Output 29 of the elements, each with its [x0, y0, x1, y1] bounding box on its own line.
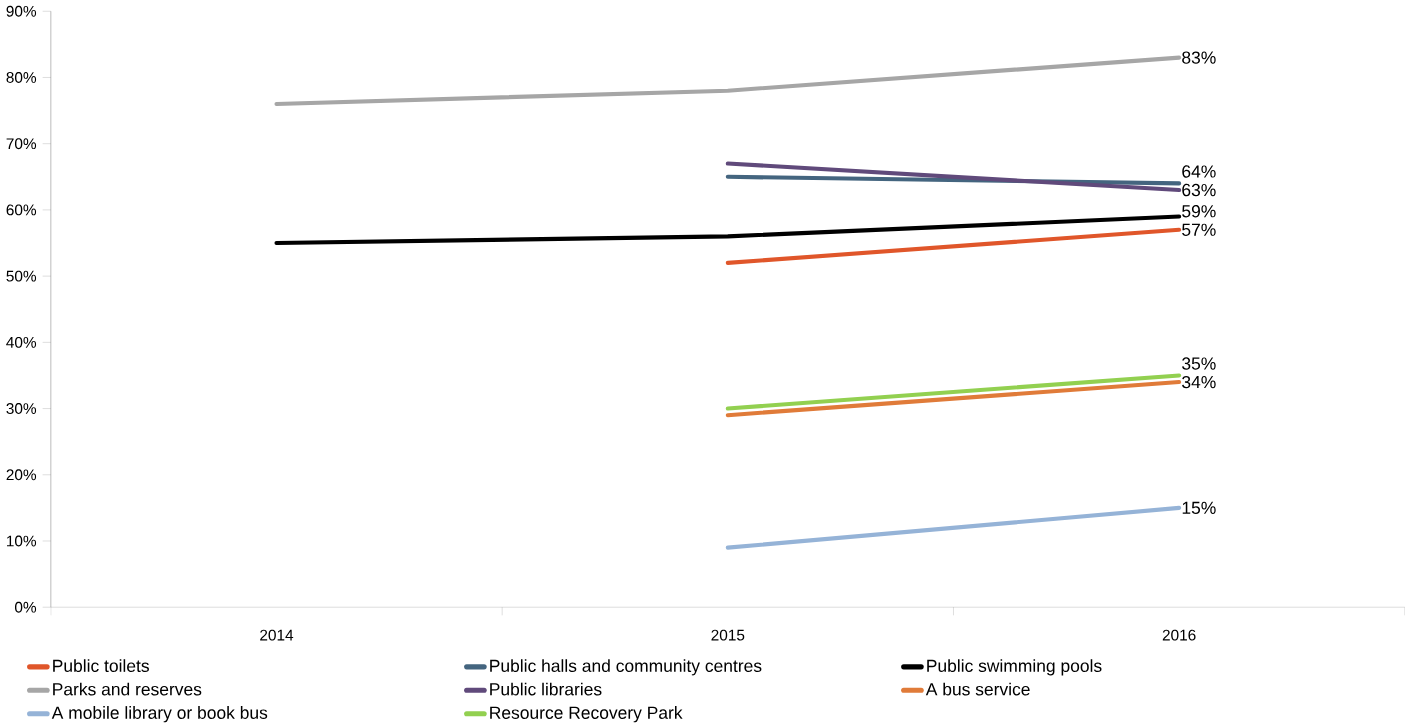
- y-tick-label: 10%: [7, 535, 37, 547]
- y-tick-label: 70%: [6, 138, 37, 149]
- data-label: 34%: [1182, 375, 1216, 389]
- legend-label: Parks and reserves: [53, 682, 202, 696]
- y-tick-label: 40%: [6, 336, 37, 348]
- y-tick-label: 0%: [14, 601, 37, 613]
- data-label: 83%: [1182, 51, 1216, 64]
- data-label: 57%: [1182, 223, 1216, 236]
- data-label: 35%: [1182, 357, 1216, 370]
- x-tick-label: 2015: [711, 629, 745, 641]
- data-label: 15%: [1182, 501, 1216, 514]
- legend-label: A mobile library or book bus: [51, 705, 268, 723]
- y-tick-label: 30%: [6, 402, 37, 414]
- y-tick-label: 80%: [6, 71, 37, 83]
- legend-label: Public toilets: [53, 658, 149, 672]
- y-tick-label: 60%: [6, 204, 37, 216]
- legend-label: Public libraries: [490, 682, 602, 696]
- legend-label: Resource Recovery Park: [490, 705, 683, 723]
- y-tick-label: 50%: [6, 270, 37, 282]
- legend-label: Public swimming pools: [927, 658, 1102, 676]
- legend-label: Public halls and community centres: [490, 658, 762, 676]
- x-tick-label: 2016: [1162, 629, 1196, 641]
- legend-label: A bus service: [925, 682, 1030, 696]
- y-tick-label: 90%: [6, 5, 37, 17]
- data-label: 64%: [1182, 165, 1216, 178]
- data-label: 59%: [1182, 204, 1216, 218]
- x-tick-label: 2014: [260, 629, 294, 641]
- y-tick-label: 20%: [6, 469, 37, 480]
- data-label: 63%: [1182, 183, 1216, 196]
